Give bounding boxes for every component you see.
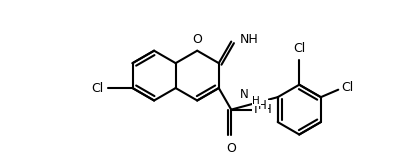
Text: NH: NH: [253, 103, 271, 116]
Text: N: N: [239, 88, 247, 101]
Text: H: H: [258, 99, 266, 112]
Text: NH: NH: [239, 33, 258, 46]
Text: Cl: Cl: [91, 82, 103, 95]
Text: Cl: Cl: [292, 42, 305, 55]
Text: O: O: [192, 33, 202, 46]
Text: H: H: [260, 101, 269, 114]
Text: H: H: [252, 96, 260, 106]
Text: Cl: Cl: [340, 81, 352, 93]
Text: O: O: [226, 142, 236, 154]
